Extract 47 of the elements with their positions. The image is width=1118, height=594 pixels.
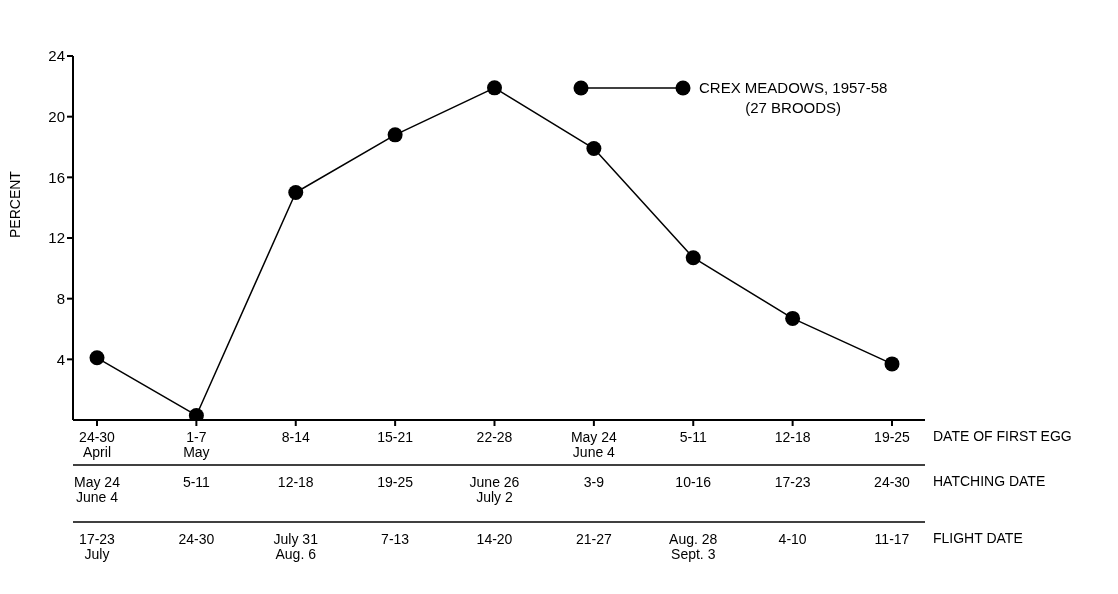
text: 19-25 [377,474,414,490]
point [884,356,900,372]
text: 3-9 [583,474,605,490]
y-tick-label: 16 [48,168,65,186]
x-tick-label: 24-30 April [79,429,116,460]
text: 10-16 [675,474,712,490]
x-tick-label: 19-25 [874,429,911,445]
point [685,250,701,266]
x-tick-label: 15-21 [377,429,414,445]
y-tick-label: 24 [48,47,65,65]
text: 7-13 [381,531,410,547]
x-axis-title: DATE OF FIRST EGG [933,428,1072,445]
legend-label: CREX MEADOWS, 1957-58 (27 BROODS) [699,78,888,118]
text: 24-30 [178,531,215,547]
x-tick-label: 8-14 [281,429,310,445]
text: HATCHING DATE [933,473,1046,490]
text: June 26 July 2 [469,474,520,505]
text: 24-30 [874,474,911,490]
point [586,141,602,157]
y-tick-label: 8 [56,289,65,307]
text: Aug. 28 Sept. 3 [669,531,718,562]
y-tick-label: 12 [48,229,65,247]
text: 17-23 July [79,531,116,562]
point [387,127,403,143]
point [487,80,502,96]
point [288,185,304,200]
point [188,407,204,420]
text: 5-11 [182,474,211,490]
point [785,310,801,326]
text: 21-27 [575,531,612,547]
x-tick-label: 22-28 [476,429,513,445]
x-tick-label: May 24 June 4 [570,429,618,460]
y-tick-label: 4 [56,350,65,368]
text: May 24 June 4 [74,474,121,505]
text: July 31 Aug. 6 [273,531,319,562]
text: 14-20 [476,531,513,547]
y-axis-title: PERCENT [6,170,23,238]
x-tick-label: 5-11 [679,429,707,445]
y-tick-label: 20 [48,107,65,125]
text: 11-17 [874,531,910,547]
x-tick-label: 1-7 May [183,429,210,460]
text: 4-10 [778,531,807,547]
point [89,350,105,366]
text: 17-23 [774,474,811,490]
text: 12-18 [277,474,314,490]
text: FLIGHT DATE [933,529,1023,546]
x-tick-label: 12-18 [774,429,811,445]
